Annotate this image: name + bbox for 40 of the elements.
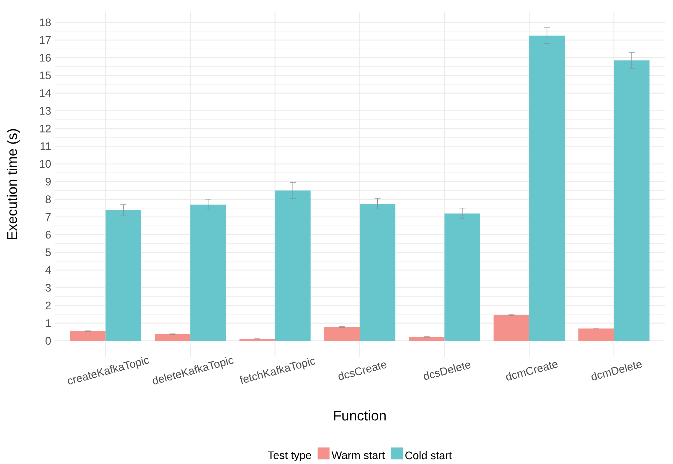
bar	[240, 338, 276, 342]
y-tick-label: 5	[46, 248, 52, 256]
x-tick-label: dcsCreate	[338, 362, 387, 380]
legend-label: Cold start	[406, 451, 452, 460]
legend-label: Warm start	[332, 452, 386, 460]
bar	[324, 327, 360, 342]
y-tick-label: 0	[46, 337, 52, 345]
bar	[70, 331, 106, 342]
bar	[494, 315, 530, 342]
bar	[614, 60, 650, 342]
y-axis-title: Execution time (s)	[7, 129, 20, 240]
bar	[190, 204, 226, 342]
y-tick-label: 17	[40, 36, 51, 44]
y-tick-label: 2	[46, 302, 51, 310]
bar	[578, 328, 614, 342]
y-tick-label: 14	[40, 90, 52, 98]
y-tick-label: 7	[46, 213, 51, 222]
y-tick-label: 1	[46, 320, 51, 328]
y-tick-label: 11	[40, 142, 51, 150]
y-tick-label: 9	[46, 178, 51, 186]
bar	[444, 214, 480, 342]
y-tick-label: 3	[46, 284, 52, 292]
y-tick-label: 12	[40, 124, 51, 133]
y-tick-label: 10	[40, 160, 52, 168]
y-tick-label: 18	[40, 18, 51, 27]
bar	[409, 337, 445, 342]
x-axis-title: Function	[334, 410, 386, 421]
legend-title: Test type	[268, 452, 312, 462]
y-tick-label: 8	[46, 196, 52, 204]
bar	[360, 204, 396, 342]
y-tick-label: 6	[46, 231, 52, 239]
x-tick-label: dcsDelete	[424, 362, 471, 380]
y-tick-label: 15	[40, 72, 52, 80]
bar	[275, 190, 311, 342]
bar	[154, 334, 191, 342]
y-tick-label: 16	[40, 54, 51, 62]
bar	[106, 210, 142, 342]
bar	[529, 36, 566, 342]
y-tick-label: 13	[40, 107, 51, 115]
y-tick-label: 4	[46, 266, 52, 274]
